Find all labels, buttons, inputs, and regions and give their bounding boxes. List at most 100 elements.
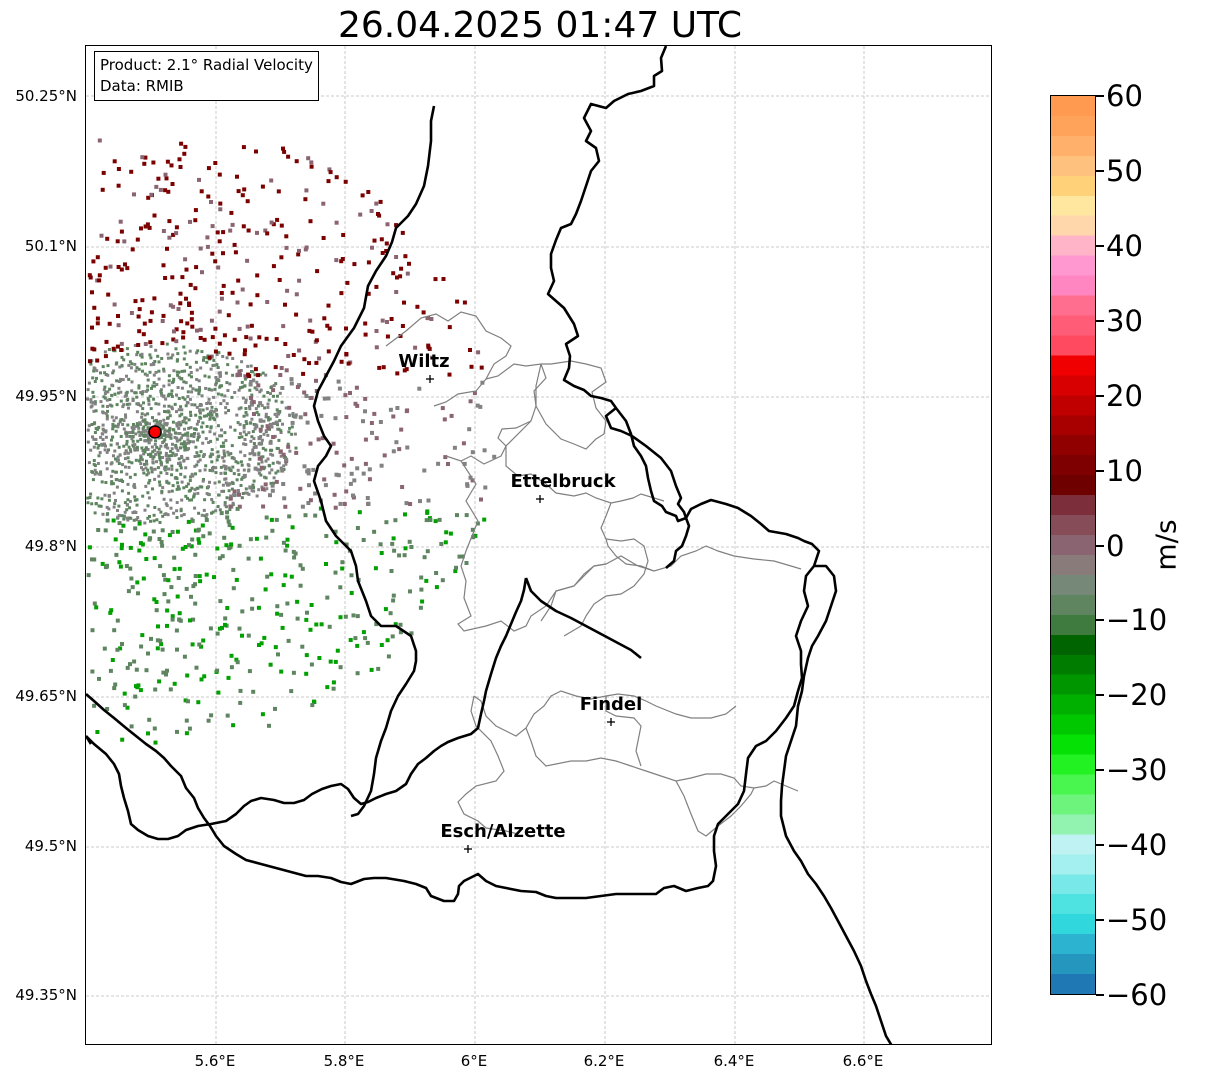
echo-cell <box>131 431 135 435</box>
echo-cell <box>137 384 141 388</box>
echo-cell <box>363 461 368 466</box>
echo-cell <box>308 318 313 323</box>
echo-cell <box>203 374 207 378</box>
echo-cell <box>302 390 307 395</box>
echo-cell <box>278 373 283 377</box>
echo-cell <box>93 380 97 383</box>
echo-cell <box>189 384 193 388</box>
map-area[interactable] <box>85 45 992 1045</box>
echo-cell <box>154 348 158 352</box>
echo-cell <box>93 367 97 371</box>
echo-cell <box>171 353 175 357</box>
echo-cell <box>87 273 92 278</box>
echo-cell <box>144 484 148 488</box>
echo-cell <box>142 449 146 452</box>
echo-cell <box>348 391 352 395</box>
echo-cell <box>352 478 357 483</box>
radar-site-marker <box>148 425 162 439</box>
echo-cell <box>200 394 204 398</box>
echo-cell <box>249 439 253 443</box>
echo-cell <box>141 429 145 433</box>
echo-cell <box>147 402 151 406</box>
echo-cell <box>129 311 134 315</box>
echo-cell <box>267 723 271 728</box>
echo-cell <box>194 445 198 449</box>
echo-cell <box>308 219 313 224</box>
echo-cell <box>259 473 263 477</box>
echo-cell <box>391 271 396 276</box>
echo-cell <box>222 464 226 468</box>
echo-cell <box>171 442 174 446</box>
echo-cell <box>291 670 296 675</box>
echo-cell <box>171 484 175 488</box>
echo-cell <box>123 452 127 456</box>
echo-cell <box>298 415 303 420</box>
echo-cell <box>153 448 157 452</box>
echo-cell <box>349 573 354 578</box>
echo-cell <box>116 515 120 519</box>
echo-cell <box>193 218 198 223</box>
echo-cell <box>153 384 157 388</box>
echo-cell <box>108 387 112 391</box>
echo-cell <box>168 303 173 308</box>
echo-cell <box>112 159 117 164</box>
echo-cell <box>260 184 265 189</box>
echo-cell <box>103 528 108 533</box>
echo-cell <box>379 237 384 242</box>
echo-cell <box>159 540 164 544</box>
echo-cell <box>143 439 147 443</box>
echo-cell <box>177 432 181 435</box>
echo-cell <box>140 412 144 416</box>
echo-cell <box>167 392 171 396</box>
echo-cell <box>117 560 122 565</box>
echo-cell <box>236 421 240 425</box>
echo-cell <box>331 441 336 446</box>
echo-cell <box>275 446 279 450</box>
echo-cell <box>262 432 266 436</box>
echo-cell <box>223 616 228 621</box>
echo-cell <box>193 455 197 458</box>
echo-cell <box>120 470 123 474</box>
echo-cell <box>169 392 173 396</box>
echo-cell <box>197 419 201 423</box>
echo-cell <box>105 505 109 509</box>
echo-cell <box>167 374 171 378</box>
echo-cell <box>366 190 371 194</box>
echo-cell <box>363 332 368 337</box>
echo-cell <box>121 423 125 426</box>
echo-cell <box>104 444 107 448</box>
echo-cell <box>296 252 301 257</box>
echo-cell <box>180 455 184 458</box>
marker-wiltz <box>426 375 434 383</box>
echo-cell <box>87 461 91 465</box>
echo-cell <box>236 278 241 283</box>
echo-cell <box>90 423 94 426</box>
echo-cell <box>145 462 149 466</box>
echo-cell <box>94 442 98 446</box>
echo-cell <box>271 222 276 227</box>
echo-cell <box>141 369 144 373</box>
echo-cell <box>242 473 247 478</box>
echo-cell <box>208 402 212 405</box>
gridlines <box>86 46 991 1044</box>
echo-cell <box>94 438 98 441</box>
echo-cell <box>232 242 237 247</box>
echo-cell <box>176 448 180 452</box>
echo-cell <box>187 447 190 451</box>
echo-cell <box>90 628 95 633</box>
echo-cell <box>465 483 470 488</box>
echo-cell <box>157 360 161 364</box>
echo-cell <box>175 529 180 534</box>
echo-cell <box>182 513 186 516</box>
echo-cell <box>259 468 263 472</box>
echo-cell <box>185 401 189 404</box>
echo-cell <box>178 165 183 169</box>
echo-cell <box>196 438 200 442</box>
echo-cell <box>116 167 121 171</box>
echo-cell <box>307 361 311 366</box>
echo-cell <box>109 462 113 466</box>
echo-cell <box>184 446 188 450</box>
echo-cell <box>103 354 108 359</box>
echo-cell <box>213 349 218 354</box>
echo-cell <box>209 367 213 371</box>
